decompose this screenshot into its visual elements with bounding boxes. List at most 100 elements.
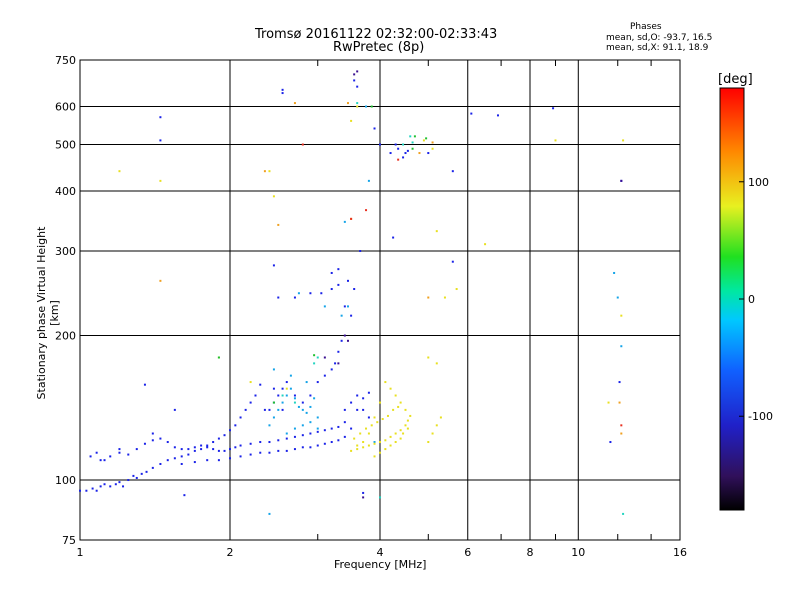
data-point [259, 451, 262, 454]
data-point [281, 88, 284, 91]
data-point [206, 444, 209, 447]
data-point [330, 441, 333, 444]
data-point [323, 442, 326, 445]
data-point [484, 243, 487, 246]
data-point [277, 439, 280, 442]
data-point [151, 466, 154, 469]
data-point [239, 444, 242, 447]
data-point [330, 288, 333, 291]
data-point [173, 408, 176, 411]
data-point [392, 408, 395, 411]
data-point [293, 435, 296, 438]
data-point [122, 485, 125, 488]
data-point [272, 387, 275, 390]
data-point [373, 416, 376, 419]
data-point [496, 114, 499, 117]
data-point [330, 427, 333, 430]
data-point [285, 381, 288, 384]
data-point [399, 401, 402, 404]
data-point [389, 444, 392, 447]
data-point [431, 432, 434, 435]
data-point [223, 434, 226, 437]
data-point [431, 141, 434, 144]
data-point [359, 432, 362, 435]
data-point [359, 250, 362, 253]
data-point [277, 296, 280, 299]
data-point [365, 427, 368, 430]
data-point [297, 405, 300, 408]
data-point [281, 408, 284, 411]
data-point [337, 362, 340, 365]
data-point [268, 512, 271, 515]
data-point [263, 170, 266, 173]
data-point [316, 356, 319, 359]
data-point [135, 448, 138, 451]
x-tick-label: 6 [464, 546, 471, 559]
data-point [200, 448, 203, 451]
data-point [313, 354, 316, 357]
data-point [285, 437, 288, 440]
data-point [409, 135, 412, 138]
data-point [406, 149, 409, 152]
data-point [159, 462, 162, 465]
data-point [427, 152, 430, 155]
data-point [386, 414, 389, 417]
data-point [337, 268, 340, 271]
data-point [127, 453, 130, 456]
data-point [353, 79, 356, 82]
data-point [343, 421, 346, 424]
phases-title: Phases [630, 22, 662, 32]
data-point [316, 430, 319, 433]
data-point [362, 496, 365, 499]
data-point [397, 158, 400, 161]
data-point [132, 474, 135, 477]
data-point [159, 279, 162, 282]
data-point [340, 314, 343, 317]
data-point [618, 401, 621, 404]
data-point [143, 383, 146, 386]
data-point [356, 408, 359, 411]
data-point [293, 401, 296, 404]
data-point [118, 448, 121, 451]
data-point [389, 435, 392, 438]
data-point [350, 449, 353, 452]
data-point [316, 427, 319, 430]
data-point [343, 435, 346, 438]
data-point [293, 397, 296, 400]
data-point [384, 439, 387, 442]
data-point [309, 421, 312, 424]
data-point [346, 305, 349, 308]
data-point [353, 437, 356, 440]
data-point [427, 296, 430, 299]
data-point [263, 408, 266, 411]
data-point [356, 102, 359, 105]
data-point [145, 470, 148, 473]
data-point [337, 439, 340, 442]
data-point [159, 116, 162, 119]
data-point [439, 416, 442, 419]
data-point [411, 147, 414, 150]
data-point [301, 408, 304, 411]
data-point [379, 451, 381, 454]
data-point [392, 236, 395, 239]
data-point [365, 105, 368, 108]
phases-x-mode: mean, sd,X: 91.1, 18.9 [606, 43, 709, 53]
data-point [103, 459, 106, 462]
data-point [268, 451, 271, 454]
data-point [187, 453, 190, 456]
data-point [323, 356, 326, 359]
data-point [323, 374, 326, 377]
data-point [340, 339, 343, 342]
data-point [346, 339, 349, 342]
data-point [249, 381, 252, 384]
data-point [622, 512, 625, 515]
data-point [151, 439, 154, 442]
data-point [259, 383, 262, 386]
data-point [356, 448, 359, 451]
data-point [394, 432, 397, 435]
data-point [356, 444, 359, 447]
data-point [330, 368, 333, 371]
data-point [159, 437, 162, 440]
data-point [79, 489, 81, 492]
